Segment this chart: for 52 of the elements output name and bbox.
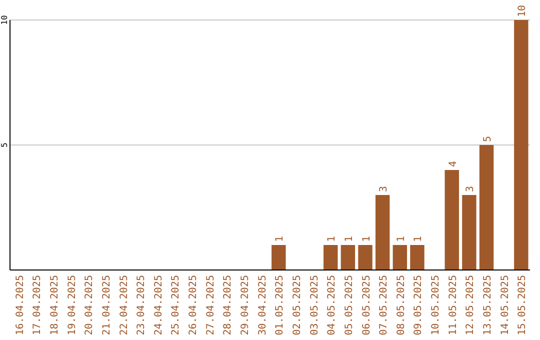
data-label: 3 [465,186,476,192]
data-label: 1 [413,236,424,242]
data-label: 1 [396,236,407,242]
x-tick-label: 25.04.2025 [170,275,182,336]
x-tick-label: 06.05.2025 [361,275,372,336]
x-tick-label: 16.04.2025 [14,275,26,336]
x-tick-label: 02.05.2025 [292,275,303,336]
x-tick-label: 05.05.2025 [344,275,355,336]
x-tick-label: 21.04.2025 [101,275,112,336]
x-tick-label: 10.05.2025 [430,275,442,336]
bar [324,245,338,270]
bar [375,195,390,270]
x-tick-label: 22.04.2025 [118,275,130,336]
data-label: 5 [482,136,494,142]
x-tick-label: 17.04.2025 [32,275,44,336]
x-tick-label: 29.04.2025 [240,275,252,336]
x-tick-label: 03.05.2025 [309,275,320,336]
data-label: 1 [326,236,338,242]
x-tick-label: 18.04.2025 [49,275,60,336]
x-tick-label: 27.04.2025 [205,275,216,336]
x-tick-label: 15.05.2025 [517,275,528,336]
bar [272,245,286,270]
x-tick-label: 24.04.2025 [153,275,164,336]
bar [462,195,476,270]
x-tick-label: 12.05.2025 [465,275,476,336]
x-tick-label: 04.05.2025 [326,275,338,336]
x-tick-label: 11.05.2025 [448,275,459,336]
x-tick-label: 13.05.2025 [482,275,494,336]
x-tick-label: 09.05.2025 [413,275,424,336]
data-label: 4 [448,160,459,167]
x-tick-label: 19.04.2025 [66,275,78,336]
bar [340,245,356,270]
bar [358,245,372,270]
bar [444,170,459,270]
x-tick-label: 28.04.2025 [222,275,234,336]
x-tick-label: 01.05.2025 [274,275,286,336]
x-tick-label: 08.05.2025 [396,275,407,336]
x-tick-label: 23.04.2025 [136,275,148,336]
x-tick-label: 20.04.2025 [84,275,96,336]
x-tick-label: 07.05.2025 [378,275,390,336]
data-label: 1 [344,236,355,242]
data-label: 1 [274,236,286,242]
data-label: 1 [361,236,372,242]
x-tick-label: 14.05.2025 [500,275,511,336]
bar [410,245,424,270]
data-label: 10 [517,4,528,17]
bar [479,145,494,270]
bar [392,245,408,270]
x-tick-label: 26.04.2025 [188,275,200,336]
data-label: 3 [378,186,390,192]
x-tick-label: 30.04.2025 [257,275,268,336]
bar [514,20,528,270]
